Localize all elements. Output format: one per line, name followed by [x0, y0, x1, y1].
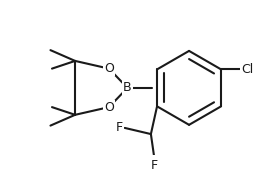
Text: O: O: [104, 101, 114, 114]
Text: Cl: Cl: [241, 63, 253, 76]
Text: O: O: [104, 62, 114, 75]
Text: F: F: [150, 159, 158, 172]
Text: B: B: [123, 81, 132, 94]
Text: F: F: [116, 121, 123, 134]
